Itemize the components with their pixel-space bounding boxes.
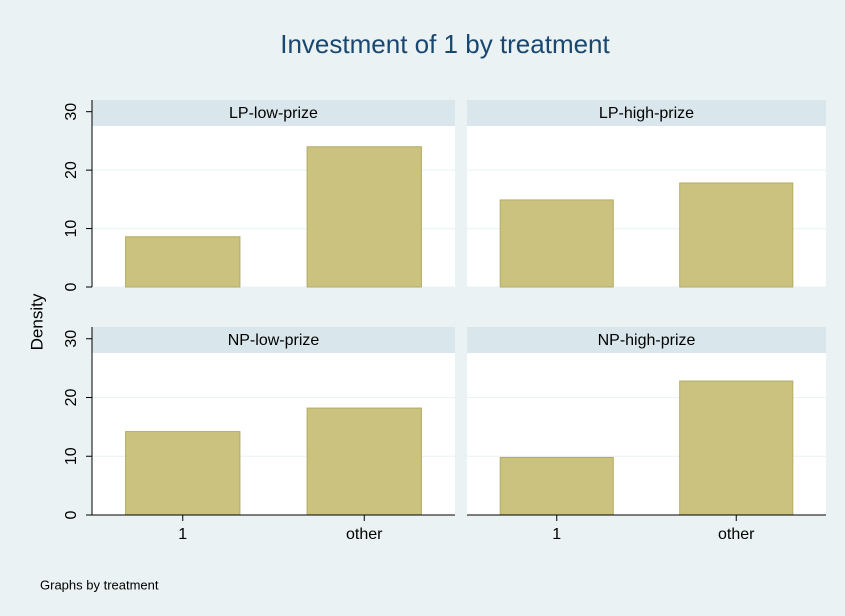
panel-title: LP-low-prize [229, 105, 318, 122]
y-tick-label: 10 [63, 447, 80, 465]
y-axis-label: Density [27, 293, 46, 350]
bar [125, 236, 241, 288]
y-tick-label: 30 [63, 330, 80, 348]
bar [679, 380, 794, 516]
panel-header [92, 100, 455, 126]
bar [306, 407, 422, 516]
x-tick-label: other [346, 526, 383, 543]
panel-header [467, 327, 826, 353]
y-tick-label: 0 [63, 510, 80, 519]
x-tick-label: 1 [552, 526, 561, 543]
y-tick-label: 20 [63, 161, 80, 179]
panel-title: NP-low-prize [228, 332, 320, 349]
panel-header [92, 327, 455, 353]
y-tick-label: 30 [63, 103, 80, 121]
note: Graphs by treatment [40, 577, 159, 592]
panel-header [467, 100, 826, 126]
bar [499, 199, 614, 288]
x-tick-label: other [718, 526, 755, 543]
bar [679, 182, 794, 288]
y-tick-label: 20 [63, 389, 80, 407]
panel-title: LP-high-prize [599, 105, 694, 122]
chart-title: Investment of 1 by treatment [280, 29, 610, 59]
panel-title: NP-high-prize [598, 332, 696, 349]
y-tick-label: 10 [63, 220, 80, 238]
x-tick-label: 1 [178, 526, 187, 543]
y-tick-label: 0 [63, 282, 80, 291]
bar [306, 146, 422, 288]
bar [125, 431, 241, 516]
bar [499, 456, 614, 516]
